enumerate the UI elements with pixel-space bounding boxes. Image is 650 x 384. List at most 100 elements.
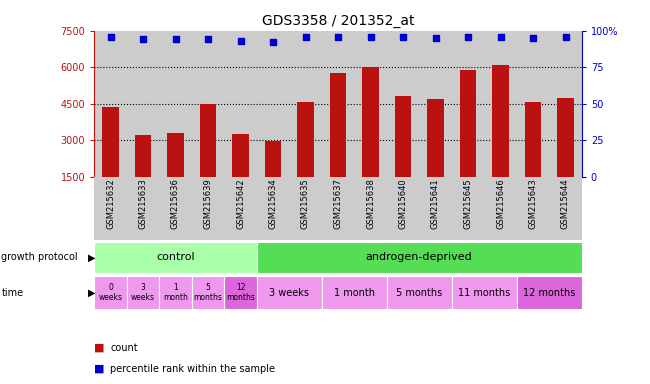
Text: ▶: ▶ xyxy=(88,288,96,298)
Bar xyxy=(298,103,313,177)
Text: GSM215632: GSM215632 xyxy=(106,179,115,229)
Bar xyxy=(127,276,159,309)
Bar xyxy=(159,177,192,240)
Bar xyxy=(558,98,573,177)
Bar xyxy=(452,276,517,309)
Bar xyxy=(517,276,582,309)
Point xyxy=(203,36,213,43)
Text: GSM215641: GSM215641 xyxy=(431,179,440,229)
Point xyxy=(333,33,343,40)
Bar xyxy=(159,276,192,309)
Bar xyxy=(428,99,443,177)
Bar xyxy=(493,65,508,177)
Bar xyxy=(127,177,159,240)
Bar xyxy=(517,177,549,240)
Bar xyxy=(94,177,127,240)
Text: 1
month: 1 month xyxy=(163,283,188,303)
Bar xyxy=(387,177,419,240)
Bar xyxy=(192,276,224,309)
Text: ■: ■ xyxy=(94,343,105,353)
Point xyxy=(170,36,181,43)
Bar xyxy=(419,177,452,240)
Point xyxy=(268,39,278,45)
Text: percentile rank within the sample: percentile rank within the sample xyxy=(111,364,276,374)
Bar xyxy=(265,141,281,177)
Text: time: time xyxy=(1,288,23,298)
Bar xyxy=(460,70,476,177)
Bar xyxy=(484,177,517,240)
Bar xyxy=(257,31,289,177)
Bar xyxy=(387,31,419,177)
Bar xyxy=(135,135,151,177)
Bar xyxy=(387,276,452,309)
Bar xyxy=(257,177,289,240)
Bar xyxy=(94,242,257,273)
Point xyxy=(560,33,571,40)
Bar xyxy=(322,31,354,177)
Text: growth protocol: growth protocol xyxy=(1,252,78,262)
Text: androgen-deprived: androgen-deprived xyxy=(366,252,473,262)
Bar xyxy=(192,177,224,240)
Bar xyxy=(354,177,387,240)
Text: ■: ■ xyxy=(94,364,105,374)
Text: GSM215646: GSM215646 xyxy=(496,179,505,229)
Bar xyxy=(289,177,322,240)
Text: GSM215636: GSM215636 xyxy=(171,179,180,229)
Bar xyxy=(322,276,387,309)
Point xyxy=(398,33,408,40)
Text: 12
months: 12 months xyxy=(226,283,255,303)
Bar xyxy=(549,31,582,177)
Point xyxy=(430,35,441,41)
Text: GSM215642: GSM215642 xyxy=(236,179,245,229)
Point xyxy=(138,36,148,43)
Bar xyxy=(159,31,192,177)
Point xyxy=(105,33,116,40)
Bar xyxy=(200,104,216,177)
Point xyxy=(235,38,246,44)
Bar xyxy=(549,177,582,240)
Bar xyxy=(363,67,378,177)
Bar xyxy=(330,73,346,177)
Bar xyxy=(257,242,582,273)
Text: GSM215644: GSM215644 xyxy=(561,179,570,229)
Text: 1 month: 1 month xyxy=(333,288,375,298)
Point xyxy=(495,33,506,40)
Text: GSM215634: GSM215634 xyxy=(268,179,278,229)
Text: control: control xyxy=(156,252,195,262)
Bar xyxy=(484,31,517,177)
Text: GSM215640: GSM215640 xyxy=(398,179,408,229)
Bar xyxy=(224,31,257,177)
Point xyxy=(365,33,376,40)
Text: 11 months: 11 months xyxy=(458,288,510,298)
Bar xyxy=(289,31,322,177)
Bar xyxy=(168,133,183,177)
Bar xyxy=(224,276,257,309)
Point xyxy=(300,33,311,40)
Point xyxy=(528,35,538,41)
Text: GSM215643: GSM215643 xyxy=(528,179,538,229)
Text: GSM215638: GSM215638 xyxy=(366,179,375,229)
Point xyxy=(463,33,473,40)
Bar xyxy=(517,31,549,177)
Bar xyxy=(452,31,484,177)
Bar xyxy=(419,31,452,177)
Bar xyxy=(354,31,387,177)
Bar xyxy=(94,276,127,309)
Bar xyxy=(452,177,484,240)
Bar xyxy=(224,177,257,240)
Bar xyxy=(233,134,248,177)
Text: count: count xyxy=(111,343,138,353)
Text: 0
weeks: 0 weeks xyxy=(99,283,122,303)
Bar xyxy=(127,31,159,177)
Text: 3
weeks: 3 weeks xyxy=(131,283,155,303)
Text: 12 months: 12 months xyxy=(523,288,575,298)
Text: 3 weeks: 3 weeks xyxy=(269,288,309,298)
Bar xyxy=(395,96,411,177)
Bar xyxy=(257,276,322,309)
Text: GSM215645: GSM215645 xyxy=(463,179,473,229)
Title: GDS3358 / 201352_at: GDS3358 / 201352_at xyxy=(262,14,414,28)
Bar xyxy=(525,102,541,177)
Bar xyxy=(192,31,224,177)
Text: GSM215633: GSM215633 xyxy=(138,179,148,229)
Text: ▶: ▶ xyxy=(88,252,96,262)
